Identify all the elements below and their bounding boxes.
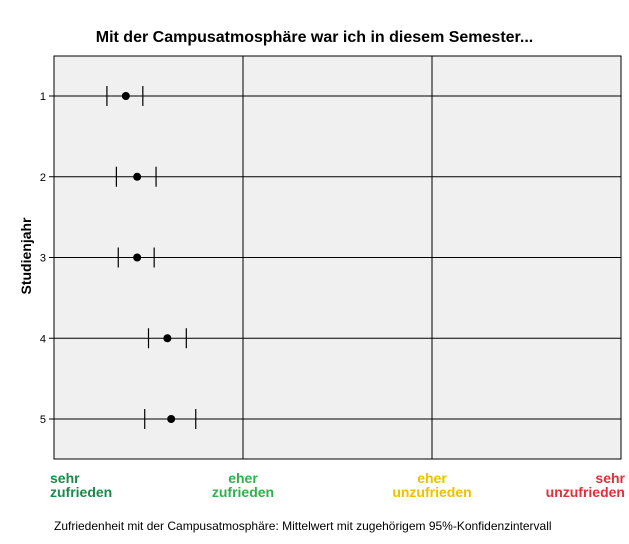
x-category-line1: sehr xyxy=(50,470,80,486)
y-tick-label: 3 xyxy=(40,253,46,265)
x-category-line2: zufrieden xyxy=(211,484,275,500)
y-tick-label: 5 xyxy=(40,414,46,426)
x-category-line1: sehr xyxy=(595,470,625,486)
chart-marks xyxy=(106,86,197,429)
x-category-line1: eher xyxy=(228,470,258,486)
x-category-line1: eher xyxy=(417,470,447,486)
x-category-eher-unzufrieden: eher unzufrieden xyxy=(372,471,492,499)
y-axis-ticks: 1 2 3 4 5 xyxy=(40,91,54,426)
x-category-sehr-zufrieden: sehr zufrieden xyxy=(50,471,140,499)
mean-point xyxy=(121,92,130,100)
x-axis-caption: Zufriedenheit mit der Campusatmosphäre: … xyxy=(54,519,552,533)
y-tick-label: 4 xyxy=(40,333,46,345)
mean-point xyxy=(133,172,142,181)
x-category-sehr-unzufrieden: sehr unzufrieden xyxy=(515,471,625,499)
y-tick-label: 1 xyxy=(40,91,46,103)
mean-point xyxy=(133,253,142,262)
x-category-line2: zufrieden xyxy=(50,484,113,500)
mean-point xyxy=(163,334,172,343)
y-tick-label: 2 xyxy=(40,172,46,184)
x-category-line2: unzufrieden xyxy=(545,484,625,500)
chart-title: Mit der Campusatmosphäre war ich in dies… xyxy=(95,29,534,46)
x-category-line2: unzufrieden xyxy=(392,484,472,500)
mean-point xyxy=(167,415,176,423)
x-category-eher-zufrieden: eher zufrieden xyxy=(183,471,303,499)
